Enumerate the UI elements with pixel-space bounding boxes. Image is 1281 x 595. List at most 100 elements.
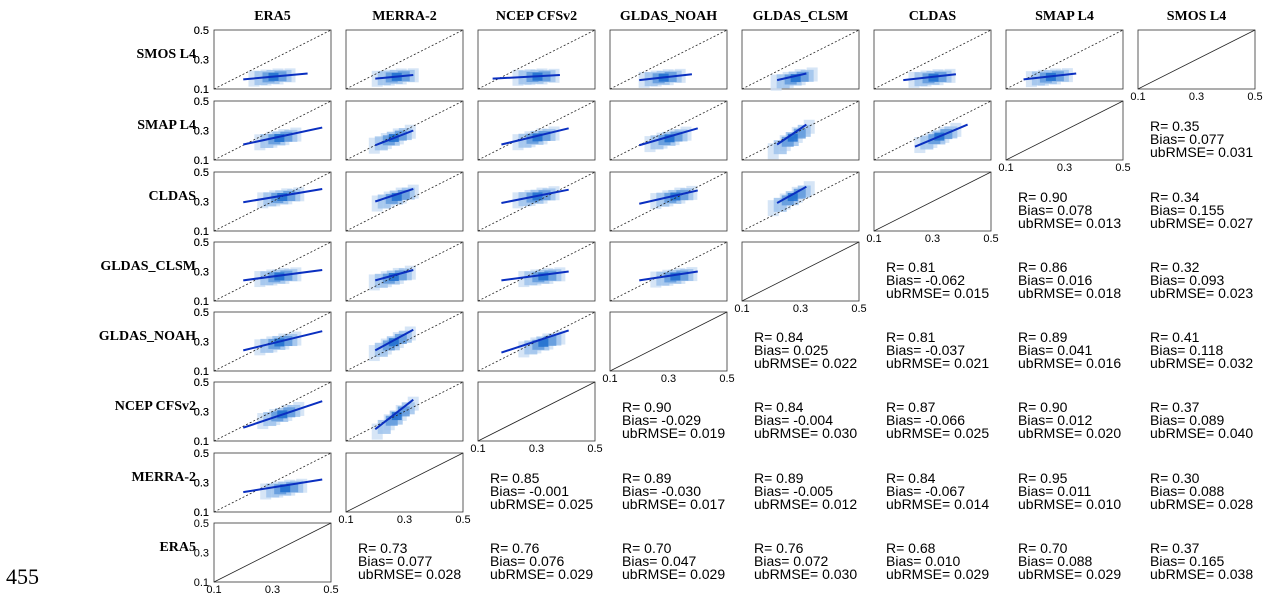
- panel-diag-6-xtick-right: 0.5: [455, 514, 470, 526]
- panel-scatter-26-identity-line: [345, 381, 464, 442]
- panel-diag-1-frame: [1005, 100, 1124, 161]
- panel-diag-4-xtick-mid: 0.3: [661, 373, 676, 385]
- panel-scatter-13-density-8: [283, 191, 296, 202]
- panel-scatter-10-density-9: [664, 134, 675, 143]
- column-header-7: SMOS L4: [1167, 9, 1227, 24]
- panel-diag-4-xtick-right: 0.5: [719, 373, 734, 385]
- panel-scatter-21-density-8: [676, 270, 689, 281]
- panel-scatter-1-frame: [345, 29, 464, 90]
- panel-diag-7-xtick-mid: 0.3: [265, 584, 280, 595]
- panel-scatter-13-ytick-top: 0.5: [194, 167, 209, 179]
- panel-scatter-27-frame: [213, 452, 332, 513]
- panel-scatter-26-density-0: [371, 423, 383, 440]
- panel-scatter-27-ytick-top: 0.5: [194, 448, 209, 460]
- panel-diag-2-ytick-mid: 0.3: [194, 197, 209, 209]
- panel-scatter-8-density-0: [368, 137, 380, 154]
- panel-diag-5-ytick-bottom: 0.1: [194, 436, 209, 448]
- panel-scatter-5-frame: [873, 29, 992, 90]
- panel-scatter-20-density-8: [544, 270, 557, 281]
- panel-scatter-12-fit-line: [914, 123, 968, 148]
- stat-8-ubrmse: ubRMSE= 0.016: [1018, 355, 1121, 371]
- stat-11-r: R= 0.84: [754, 399, 804, 415]
- panel-scatter-18-ytick-mid: 0.3: [194, 267, 209, 279]
- panel-scatter-0-identity-line: [213, 29, 332, 90]
- panel-scatter-27-density-8: [286, 482, 299, 493]
- panel-diag-0-ytick-bottom: 0.1: [194, 84, 209, 96]
- panel-diag-1-xtick-mid: 0.3: [1057, 162, 1072, 174]
- panel-diag-6-xtick-left: 0.1: [338, 514, 353, 526]
- column-headers: ERA5 MERRA-2 NCEP CFSv2 GLDAS_NOAH GLDAS_CLS…: [254, 9, 1226, 24]
- stat-10-r: R= 0.90: [622, 399, 672, 415]
- stat-0-ubrmse: ubRMSE= 0.031: [1150, 144, 1253, 160]
- stat-18-r: R= 0.84: [886, 470, 936, 486]
- panel-diag-7-xtick-right: 0.5: [323, 584, 338, 595]
- panel-scatter-19-fit-line: [374, 269, 414, 282]
- panel-diag-7-identity-line: [213, 522, 332, 583]
- panel-scatter-17-identity-line: [741, 171, 860, 232]
- stat-26-r: R= 0.70: [1018, 540, 1068, 556]
- panel-scatter-26-density-9: [391, 412, 402, 421]
- page-number: 455: [6, 564, 39, 589]
- panel-scatter-22-fit-line: [243, 330, 323, 352]
- panel-scatter-24-frame: [477, 311, 596, 372]
- panel-scatter-10-density-0: [644, 136, 656, 153]
- panel-scatter-23-identity-line: [345, 311, 464, 372]
- panel-diag-2-identity-line: [873, 171, 992, 232]
- panel-scatter-7-ytick-bottom: 0.1: [194, 155, 209, 167]
- panel-scatter-23-frame: [345, 311, 464, 372]
- panel-scatter-7-identity-line: [213, 100, 332, 161]
- panel-diag-5-ytick-mid: 0.3: [194, 407, 209, 419]
- panel-scatter-23-density-0: [368, 345, 380, 362]
- panel-scatter-25-frame: [213, 381, 332, 442]
- panel-scatter-13-fit-line: [243, 187, 323, 204]
- panel-scatter-22-identity-line: [213, 311, 332, 372]
- panel-scatter-27-ytick-bottom: 0.1: [194, 507, 209, 519]
- panel-diag-1-identity-line: [1005, 100, 1124, 161]
- stat-0-bias: Bias= 0.077: [1150, 131, 1225, 147]
- stat-23-bias: Bias= 0.047: [622, 553, 697, 569]
- stat-3-ubrmse: ubRMSE= 0.015: [886, 285, 989, 301]
- row-headers: SMOS L4 SMAP L4 CLDAS GLDAS_CLSM GLDAS_NOAH N…: [99, 47, 196, 555]
- panel-scatter-26-fit-line: [374, 398, 414, 430]
- panel-scatter-21-frame: [609, 241, 728, 302]
- stat-7-r: R= 0.81: [886, 329, 936, 345]
- panel-diag-2-xtick-mid: 0.3: [925, 233, 940, 245]
- panel-scatter-5-fit-line: [903, 73, 957, 82]
- panel-scatter-20-frame: [477, 241, 596, 302]
- panel-scatter-12-identity-line: [873, 100, 992, 161]
- panel-diag-4-ytick-mid: 0.3: [194, 337, 209, 349]
- stat-20-r: R= 0.30: [1150, 470, 1200, 486]
- stat-25-bias: Bias= 0.010: [886, 553, 961, 569]
- panel-diag-0-xtick-mid: 0.3: [1189, 91, 1204, 103]
- panel-diag-6-ytick-mid: 0.3: [194, 478, 209, 490]
- stat-7-ubrmse: ubRMSE= 0.021: [886, 355, 989, 371]
- column-header-5: CLDAS: [909, 9, 957, 24]
- panel-diag-3-identity-line: [741, 241, 860, 302]
- panel-scatter-8-frame: [345, 100, 464, 161]
- column-header-4: GLDAS_CLSM: [753, 9, 849, 24]
- stat-17-ubrmse: ubRMSE= 0.012: [754, 496, 857, 512]
- panel-scatter-14-density-8: [397, 189, 410, 200]
- panel-diag-1-xtick-right: 0.5: [1115, 162, 1130, 174]
- row-header-1: SMAP L4: [137, 118, 196, 133]
- column-header-0: ERA5: [254, 9, 291, 24]
- panel-scatter-20-identity-line: [477, 241, 596, 302]
- panel-scatter-15-identity-line: [477, 171, 596, 232]
- panel-diag-0-frame: [1137, 29, 1256, 90]
- stat-4-ubrmse: ubRMSE= 0.018: [1018, 285, 1121, 301]
- panel-scatter-9-frame: [477, 100, 596, 161]
- column-header-1: MERRA-2: [372, 9, 437, 24]
- panel-scatter-17-density-8: [793, 188, 806, 199]
- panel-scatter-26-density-7: [385, 415, 398, 426]
- panel-scatter-21-identity-line: [609, 241, 728, 302]
- panel-scatter-13-frame: [213, 171, 332, 232]
- stat-12-bias: Bias= -0.066: [886, 412, 965, 428]
- panel-scatter-14-density-9: [391, 192, 402, 201]
- panel-scatter-17-fit-line: [776, 185, 807, 204]
- panel-scatter-0-ytick-bottom: 0.1: [194, 84, 209, 96]
- panel-diag-1-ytick-top: 0.5: [194, 96, 209, 108]
- stat-15-r: R= 0.85: [490, 470, 540, 486]
- panel-scatter-10-density-8: [670, 131, 683, 142]
- panel-diag-2-ytick-bottom: 0.1: [194, 226, 209, 238]
- panel-scatter-3-frame: [609, 29, 728, 90]
